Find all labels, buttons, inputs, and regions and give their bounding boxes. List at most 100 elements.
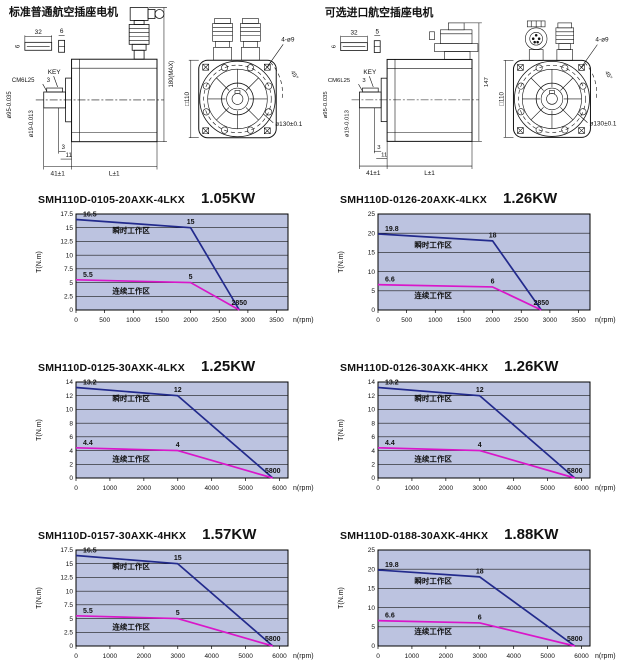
y-tick-label: 0 <box>371 475 375 482</box>
point-label-knee: 12 <box>476 387 484 394</box>
pilot-diameter-dim: ø95-0.035 <box>323 91 329 119</box>
torque-speed-chart: 0 5 10 15 20 25 0 1000 2000 3000 4000 5000 6000 n(rpm… <box>338 547 616 660</box>
chart-cell: SMH110D-0125-30AXK-4LKX 1.25KW 0 2 4 6 8 10 12 14… <box>30 358 325 502</box>
x-tick-label: 3500 <box>269 317 284 324</box>
x-axis-label: n(rpm) <box>595 317 616 324</box>
plot-area <box>75 381 289 479</box>
series-instant <box>377 386 576 479</box>
plot-area <box>75 549 289 647</box>
x-tick-label: 0 <box>74 653 78 660</box>
y-axis-label: T(N.m) <box>338 587 345 609</box>
aviation-connector-side <box>128 7 165 60</box>
x-axis-label: n(rpm) <box>293 485 314 492</box>
series-instant <box>377 569 576 647</box>
aviation-connectors-front <box>212 18 261 61</box>
step-dim: 3 <box>377 145 381 151</box>
zone-label: 连续工作区 <box>112 453 150 463</box>
x-tick-label: 1500 <box>155 317 170 324</box>
y-axis-label: T(N.m) <box>36 587 43 609</box>
height-dim: 180(MAX) <box>169 61 175 88</box>
point-label-knee: 4 <box>176 442 180 449</box>
key-callout: KEY <box>48 69 62 76</box>
plot-area <box>377 213 591 311</box>
x-tick-label: 0 <box>376 317 380 324</box>
series-continuous <box>75 446 273 479</box>
holes-dim: 4-ø9 <box>281 36 295 43</box>
y-tick-label: 2.5 <box>64 629 73 636</box>
x-tick-label: 2000 <box>137 485 152 492</box>
x-axis-label: n(rpm) <box>595 653 616 660</box>
key-top-view: 32 6 5 <box>331 28 381 53</box>
x-tick-label: 1000 <box>405 485 420 492</box>
shaft-length-dim: 41±1 <box>51 170 66 177</box>
y-tick-label: 5 <box>69 280 73 287</box>
y-tick-label: 6 <box>69 434 73 441</box>
x-tick-label: 4000 <box>506 653 521 660</box>
key-length-dim: 32 <box>35 29 43 36</box>
key-height-dim: 6 <box>60 28 64 35</box>
x-tick-label: 500 <box>401 317 412 324</box>
angle-dim: 45° <box>603 70 613 81</box>
series-continuous <box>377 446 575 479</box>
chart-power-label: 1.88KW <box>504 526 559 543</box>
y-tick-label: 10 <box>368 269 376 276</box>
x-tick-label: 6000 <box>574 485 589 492</box>
y-tick-label: 12.5 <box>60 239 73 246</box>
series-instant <box>75 386 274 479</box>
y-tick-label: 2 <box>371 461 375 468</box>
y-tick-label: 2.5 <box>64 293 73 300</box>
y-axis-label: T(N.m) <box>338 251 345 273</box>
zone-label: 瞬时工作区 <box>414 575 452 585</box>
key-top-view: 32 6 6 <box>15 28 65 53</box>
x-tick-label: 0 <box>376 653 380 660</box>
imported-motor-drawing: 可选进口航空插座电机 32 6 5 KEY CM6L2 <box>323 5 617 177</box>
thread-note: 3 <box>47 78 51 84</box>
end-speed-label: 2850 <box>534 300 550 307</box>
chart-title: SMH110D-0126-20AXK-4LKX 1.26KW <box>332 190 627 208</box>
end-speed-label: 5800 <box>567 636 583 643</box>
series-instant <box>75 554 274 647</box>
x-tick-label: 3000 <box>171 485 186 492</box>
point-label-start: 5.5 <box>83 608 93 615</box>
imported-connectors-front <box>525 20 574 61</box>
y-axis-label: T(N.m) <box>36 419 43 441</box>
torque-speed-chart: 0 2.5 5 7.5 10 12.5 15 17.5 0 1000 2000 3000 4000 500… <box>36 547 314 660</box>
x-tick-label: 0 <box>376 485 380 492</box>
drawing-title: 可选进口航空插座电机 <box>325 5 434 19</box>
y-tick-label: 15 <box>66 225 74 232</box>
end-speed-label: 5800 <box>265 468 281 475</box>
chart-title: SMH110D-0157-30AXK-4HKX 1.57KW <box>30 526 325 544</box>
thread-note: 3 <box>362 78 366 84</box>
x-tick-label: 5000 <box>238 485 253 492</box>
point-label-start: 13.2 <box>385 379 399 386</box>
motor-front-view: 4-ø9 45° ø130±0.1 □110 <box>184 18 303 139</box>
bolt-holes <box>517 64 587 134</box>
y-tick-label: 12 <box>66 393 74 400</box>
bolt-circle-dim: ø130±0.1 <box>275 121 303 128</box>
zone-label: 连续工作区 <box>414 290 452 300</box>
chart-model-label: SMH110D-0105-20AXK-4LKX <box>38 194 185 206</box>
step11-dim: 11 <box>66 153 73 159</box>
standard-motor-drawing: 标准普通航空插座电机 32 6 6 <box>7 5 303 178</box>
y-axis-label: T(N.m) <box>36 251 43 273</box>
step-dim: 3 <box>62 145 66 151</box>
x-tick-label: 3000 <box>171 653 186 660</box>
y-tick-label: 17.5 <box>60 211 73 218</box>
bolt-holes <box>202 64 273 134</box>
zone-label: 瞬时工作区 <box>414 393 452 403</box>
step11-dim: 11 <box>381 153 387 159</box>
torque-speed-chart: 0 2 4 6 8 10 12 14 0 1000 2000 3000 4000 5000 6000 n(rp… <box>338 379 616 492</box>
y-tick-label: 12 <box>368 393 376 400</box>
x-tick-label: 6000 <box>272 653 287 660</box>
x-tick-label: 1000 <box>103 485 118 492</box>
y-tick-label: 10 <box>66 588 74 595</box>
y-tick-label: 15 <box>66 561 74 568</box>
chart-power-label: 1.05KW <box>201 190 256 207</box>
y-tick-label: 4 <box>69 448 73 455</box>
y-tick-label: 0 <box>69 307 73 314</box>
chart-model-label: SMH110D-0125-30AXK-4LKX <box>38 362 185 374</box>
y-tick-label: 0 <box>371 643 375 650</box>
point-label-start: 5.5 <box>83 272 93 279</box>
x-tick-label: 1000 <box>405 653 420 660</box>
chart-cell: SMH110D-0188-30AXK-4HKX 1.88KW 0 5 10 15 20 25 0… <box>332 526 627 670</box>
